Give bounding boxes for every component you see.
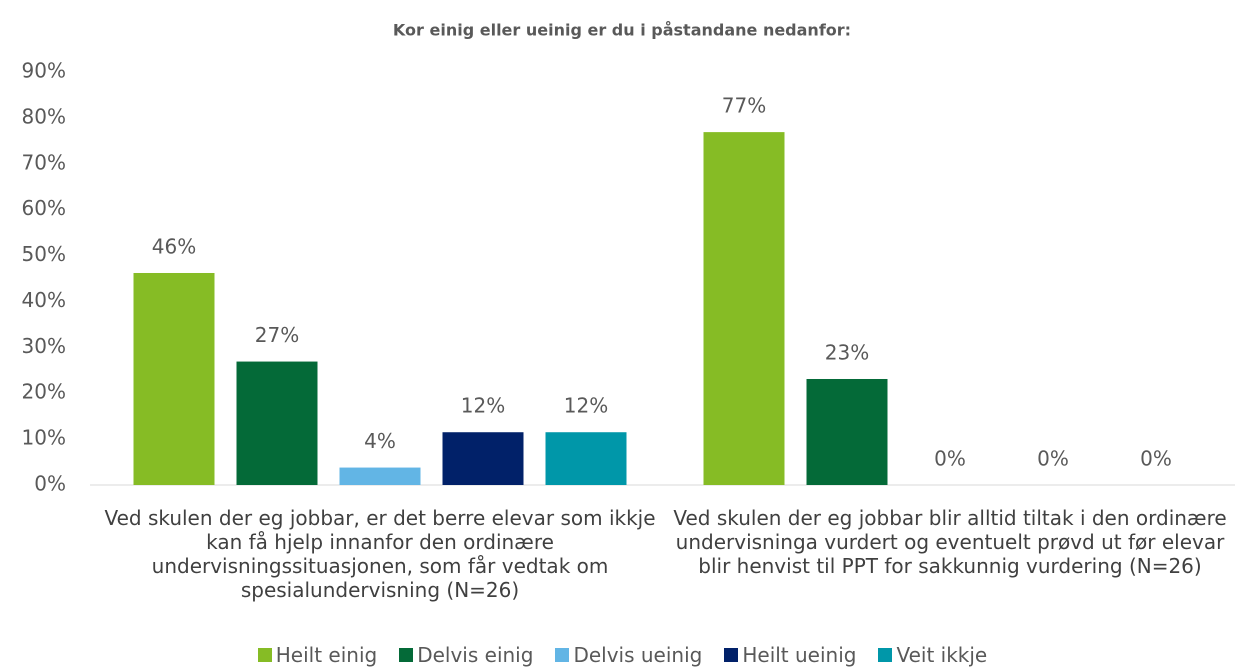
y-tick-label: 30% xyxy=(22,334,66,358)
bar xyxy=(806,378,888,485)
legend-label: Veit ikkje xyxy=(896,643,988,667)
legend-item: Delvis ueinig xyxy=(555,643,702,667)
value-label: 46% xyxy=(152,234,196,258)
value-label: 12% xyxy=(564,394,608,418)
legend-item: Veit ikkje xyxy=(878,643,987,667)
legend-item: Heilt ueinig xyxy=(724,643,856,667)
legend-label: Delvis ueinig xyxy=(573,643,703,667)
legend-swatch xyxy=(724,648,739,662)
y-tick-label: 20% xyxy=(22,380,66,404)
bar xyxy=(545,432,627,485)
y-tick-label: 50% xyxy=(22,242,66,266)
legend: Heilt einig Delvis einig Delvis ueinig Heil… xyxy=(0,643,1245,667)
legend-swatch xyxy=(878,648,893,662)
legend-label: Delvis einig xyxy=(417,643,534,667)
x-tick-label: Ved skulen der eg jobbar blir alltid til… xyxy=(673,506,1227,578)
y-tick-label: 10% xyxy=(22,426,66,450)
y-tick-label: 40% xyxy=(22,288,66,312)
chart-title: Kor einig eller ueinig er du i påstandan… xyxy=(393,21,851,40)
legend-swatch xyxy=(257,648,272,662)
legend-item: Delvis einig xyxy=(399,643,533,667)
y-tick-label: 70% xyxy=(22,150,66,174)
y-tick-label: 0% xyxy=(34,472,66,496)
x-tick-label: Ved skulen der eg jobbar, er det berre e… xyxy=(104,506,656,602)
value-label: 4% xyxy=(364,429,396,453)
value-label: 12% xyxy=(461,394,505,418)
y-tick-label: 60% xyxy=(22,196,66,220)
value-label: 0% xyxy=(1037,447,1069,471)
y-tick-label: 90% xyxy=(22,59,66,83)
bar xyxy=(703,132,785,485)
bar xyxy=(133,272,215,485)
value-label: 77% xyxy=(722,94,766,118)
legend-label: Heilt ueinig xyxy=(742,643,857,667)
bar xyxy=(442,432,524,485)
y-tick-label: 80% xyxy=(22,104,66,128)
bar xyxy=(236,361,318,485)
legend-swatch xyxy=(399,648,414,662)
value-label: 0% xyxy=(934,447,966,471)
value-label: 27% xyxy=(255,323,299,347)
legend-swatch xyxy=(555,648,570,662)
legend-label: Heilt einig xyxy=(275,643,378,667)
legend-item: Heilt einig xyxy=(257,643,378,667)
bar xyxy=(339,467,421,485)
value-label: 23% xyxy=(825,340,869,364)
value-label: 0% xyxy=(1140,447,1172,471)
